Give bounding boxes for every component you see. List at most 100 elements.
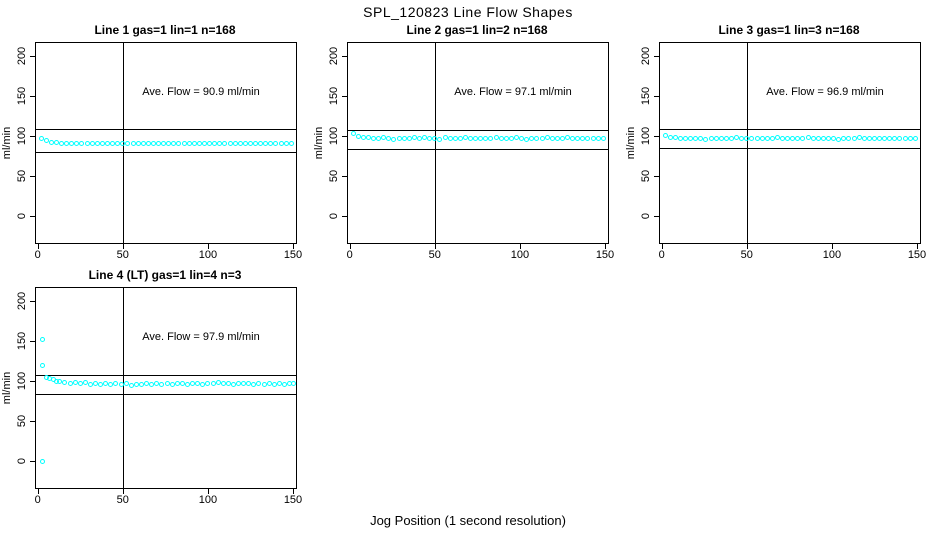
y-tick-mark xyxy=(342,216,347,217)
data-point xyxy=(416,136,422,142)
y-axis-label: ml/min xyxy=(625,126,637,160)
panel-line-4: Line 4 (LT) gas=1 lin=4 n=3 ml/min Ave. … xyxy=(0,262,312,507)
ave-flow-annotation: Ave. Flow = 96.9 ml/min xyxy=(766,86,884,98)
data-point xyxy=(503,135,509,141)
y-tick-label: 200 xyxy=(16,291,28,311)
data-point xyxy=(222,140,228,146)
reference-line xyxy=(36,129,296,131)
data-point xyxy=(164,380,170,386)
x-tick-mark xyxy=(349,244,351,249)
x-tick-mark xyxy=(293,244,294,249)
x-tick-mark xyxy=(831,244,833,249)
x-tick-mark xyxy=(434,244,436,249)
data-point xyxy=(437,136,443,142)
data-point xyxy=(273,140,279,146)
data-point xyxy=(411,135,417,141)
data-point xyxy=(87,381,93,387)
y-tick-mark xyxy=(30,216,35,217)
x-tick-label: 50 xyxy=(740,249,753,261)
data-point xyxy=(764,136,770,142)
data-point xyxy=(810,136,816,142)
y-tick-mark xyxy=(30,96,35,97)
x-tick-label: 50 xyxy=(428,249,441,261)
data-point xyxy=(246,380,252,386)
y-tick-label: 200 xyxy=(328,46,340,66)
reference-line xyxy=(348,148,608,150)
data-point xyxy=(99,140,105,146)
y-tick-label: 150 xyxy=(640,86,652,106)
data-point xyxy=(64,141,70,147)
x-tick-label: 0 xyxy=(658,249,665,261)
data-point xyxy=(703,136,709,142)
data-point xyxy=(585,135,591,141)
y-tick-mark xyxy=(30,461,35,462)
data-point xyxy=(113,381,119,387)
data-point xyxy=(452,136,458,142)
y-tick-label: 50 xyxy=(640,169,652,183)
x-tick-mark xyxy=(207,489,209,494)
y-tick-label: 0 xyxy=(16,212,28,220)
data-point xyxy=(186,140,192,146)
data-point xyxy=(225,380,231,386)
y-tick-mark xyxy=(654,216,659,217)
data-point xyxy=(179,380,185,386)
x-tick-mark xyxy=(37,244,39,249)
data-point xyxy=(600,135,606,141)
data-point xyxy=(831,136,837,142)
data-point xyxy=(72,379,78,385)
data-point xyxy=(118,382,124,388)
data-point xyxy=(174,381,180,387)
data-point xyxy=(713,135,719,141)
data-point xyxy=(493,135,499,141)
data-point xyxy=(207,140,213,146)
y-tick-label: 100 xyxy=(640,126,652,146)
data-point xyxy=(48,139,54,145)
data-point xyxy=(887,136,893,142)
data-point xyxy=(212,141,218,147)
data-point xyxy=(718,136,724,142)
data-point xyxy=(708,135,714,141)
x-tick-label: 150 xyxy=(283,494,303,506)
reference-line xyxy=(660,147,920,149)
ave-flow-annotation: Ave. Flow = 97.1 ml/min xyxy=(454,86,572,98)
panel-title: Line 3 gas=1 lin=3 n=168 xyxy=(718,23,860,37)
data-point xyxy=(276,381,282,387)
data-point xyxy=(263,141,269,147)
data-point xyxy=(237,140,243,146)
y-tick-mark xyxy=(30,136,35,137)
data-point xyxy=(381,135,387,141)
x-tick-mark xyxy=(917,244,918,249)
data-point xyxy=(149,382,155,388)
data-point xyxy=(698,136,704,142)
data-point xyxy=(110,140,116,146)
data-point xyxy=(156,141,162,147)
data-point xyxy=(258,140,264,146)
y-tick-mark xyxy=(342,56,347,57)
data-point xyxy=(190,381,196,387)
data-point xyxy=(120,140,126,146)
data-point xyxy=(427,136,433,142)
x-tick-label: 150 xyxy=(907,249,927,261)
vertical-reference-line xyxy=(122,288,124,488)
data-point xyxy=(795,135,801,141)
data-point xyxy=(468,136,474,142)
data-point xyxy=(40,459,46,465)
data-point xyxy=(93,380,99,386)
y-axis-label: ml/min xyxy=(313,126,325,160)
y-tick-label: 0 xyxy=(16,457,28,465)
data-point xyxy=(79,141,85,147)
data-point xyxy=(94,141,100,147)
data-point xyxy=(62,379,68,385)
data-point xyxy=(825,135,831,141)
data-point xyxy=(902,135,908,141)
data-point xyxy=(133,381,139,387)
data-point xyxy=(290,381,296,387)
data-point xyxy=(529,135,535,141)
x-tick-label: 100 xyxy=(510,249,530,261)
data-point xyxy=(247,140,253,146)
y-axis-label: ml/min xyxy=(1,371,13,405)
panel-title: Line 1 gas=1 lin=1 n=168 xyxy=(94,23,236,37)
data-point xyxy=(43,138,49,144)
vertical-reference-line xyxy=(746,43,748,243)
data-point xyxy=(271,381,277,387)
